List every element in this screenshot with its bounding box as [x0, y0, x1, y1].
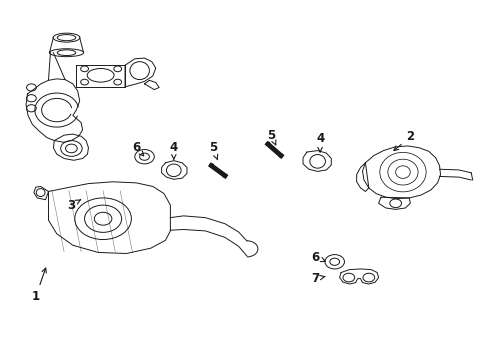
Text: 2: 2: [393, 130, 413, 150]
Text: 1: 1: [32, 268, 46, 303]
Text: 5: 5: [266, 129, 275, 145]
Polygon shape: [48, 182, 170, 253]
Polygon shape: [339, 269, 378, 284]
Polygon shape: [76, 65, 125, 87]
Polygon shape: [362, 146, 440, 199]
Polygon shape: [378, 197, 409, 210]
Text: 6: 6: [132, 141, 143, 156]
Polygon shape: [34, 186, 48, 200]
Text: 6: 6: [310, 251, 325, 264]
Text: 7: 7: [310, 272, 324, 285]
Polygon shape: [26, 79, 82, 142]
Polygon shape: [125, 58, 156, 87]
Text: 3: 3: [67, 199, 81, 212]
Text: 4: 4: [315, 132, 324, 152]
Polygon shape: [53, 134, 88, 160]
Polygon shape: [144, 80, 159, 90]
Polygon shape: [161, 161, 186, 179]
Text: 4: 4: [169, 141, 178, 160]
Text: 5: 5: [208, 141, 217, 160]
Polygon shape: [356, 163, 368, 192]
Polygon shape: [303, 150, 330, 171]
